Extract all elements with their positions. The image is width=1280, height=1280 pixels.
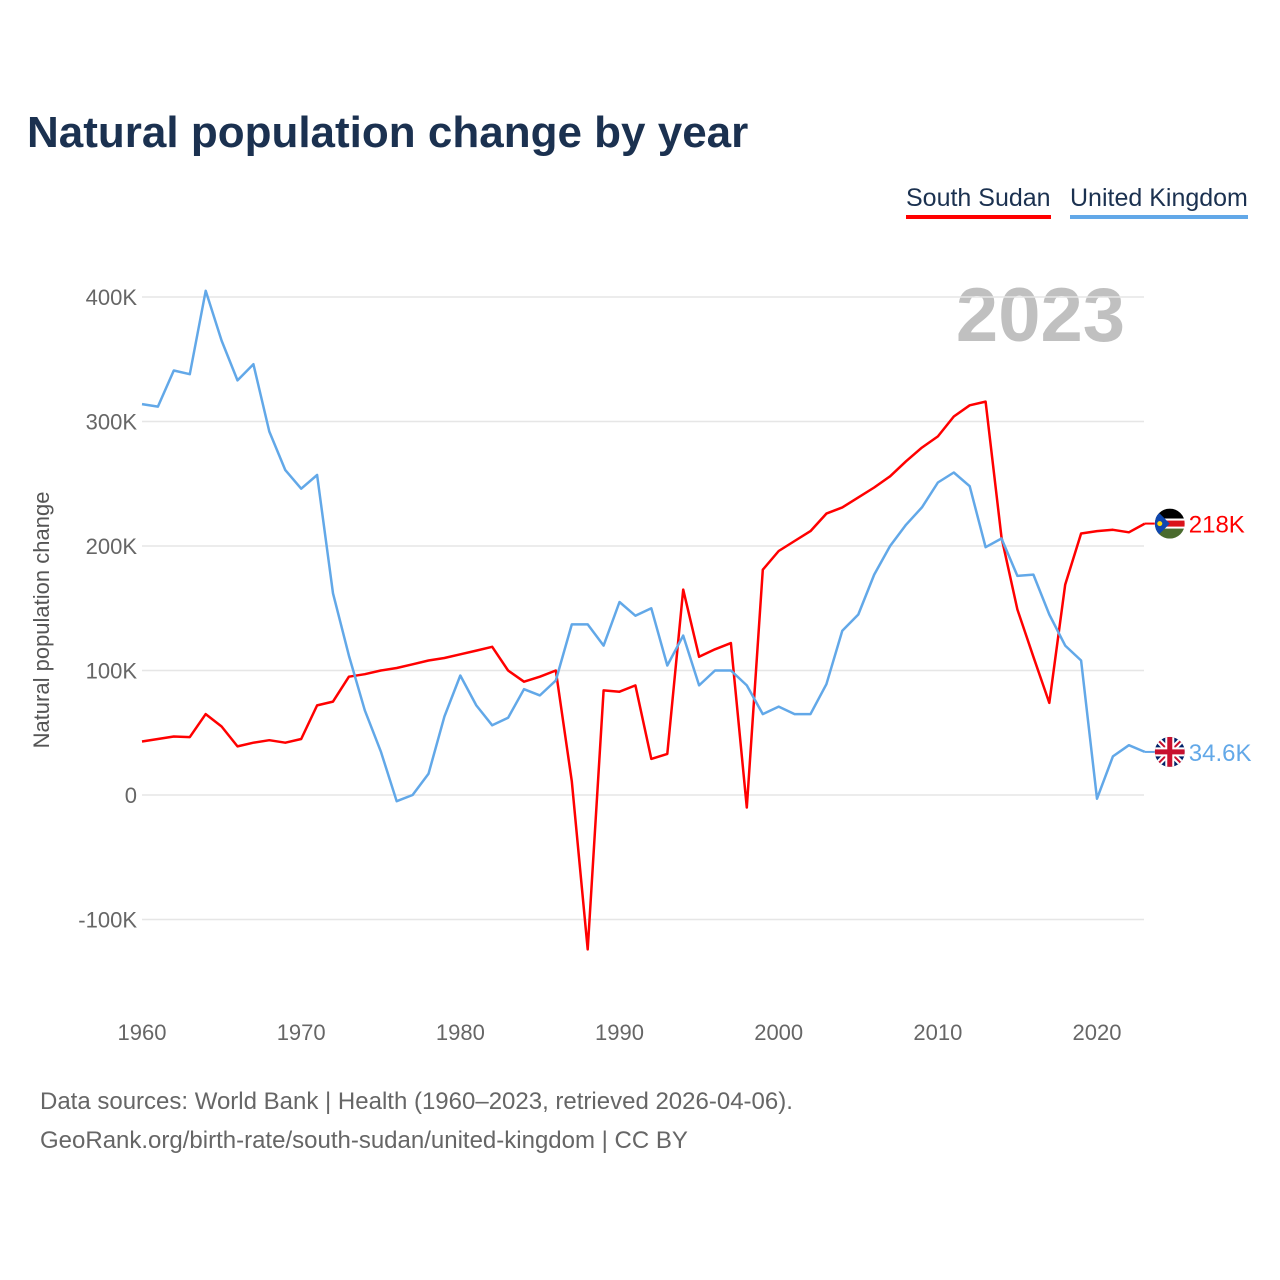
legend-united-kingdom[interactable]: United Kingdom xyxy=(1070,184,1248,219)
series-line-united-kingdom[interactable] xyxy=(141,289,1146,803)
series-line-south-sudan[interactable] xyxy=(141,400,1146,951)
y-tick-label: 100K xyxy=(86,659,138,684)
x-tick-label: 1980 xyxy=(436,1020,485,1045)
x-tick-label: 2020 xyxy=(1073,1020,1122,1045)
y-tick-label: -100K xyxy=(78,908,137,933)
y-tick-label: 300K xyxy=(86,410,138,435)
x-tick-label: 1970 xyxy=(277,1020,326,1045)
y-tick-label: 400K xyxy=(86,285,138,310)
y-tick-label: 200K xyxy=(86,534,138,559)
end-value-label: 218K xyxy=(1189,512,1245,539)
footer-link[interactable]: GeoRank.org/birth-rate/south-sudan/unite… xyxy=(40,1127,688,1154)
year-label: 2023 xyxy=(955,273,1125,358)
south-sudan-flag-icon xyxy=(1154,508,1185,539)
y-tick-label: 0 xyxy=(125,783,137,808)
x-tick-label: 1960 xyxy=(118,1020,167,1045)
united-kingdom-flag-icon xyxy=(1154,736,1185,767)
chart-title: Natural population change by year xyxy=(27,108,749,157)
x-tick-label: 1990 xyxy=(595,1020,644,1045)
x-tick-label: 2000 xyxy=(754,1020,803,1045)
footer-sources: Data sources: World Bank | Health (1960–… xyxy=(40,1088,793,1115)
end-value-label: 34.6K xyxy=(1189,740,1252,767)
x-tick-label: 2010 xyxy=(913,1020,962,1045)
legend-south-sudan[interactable]: South Sudan xyxy=(906,184,1051,219)
